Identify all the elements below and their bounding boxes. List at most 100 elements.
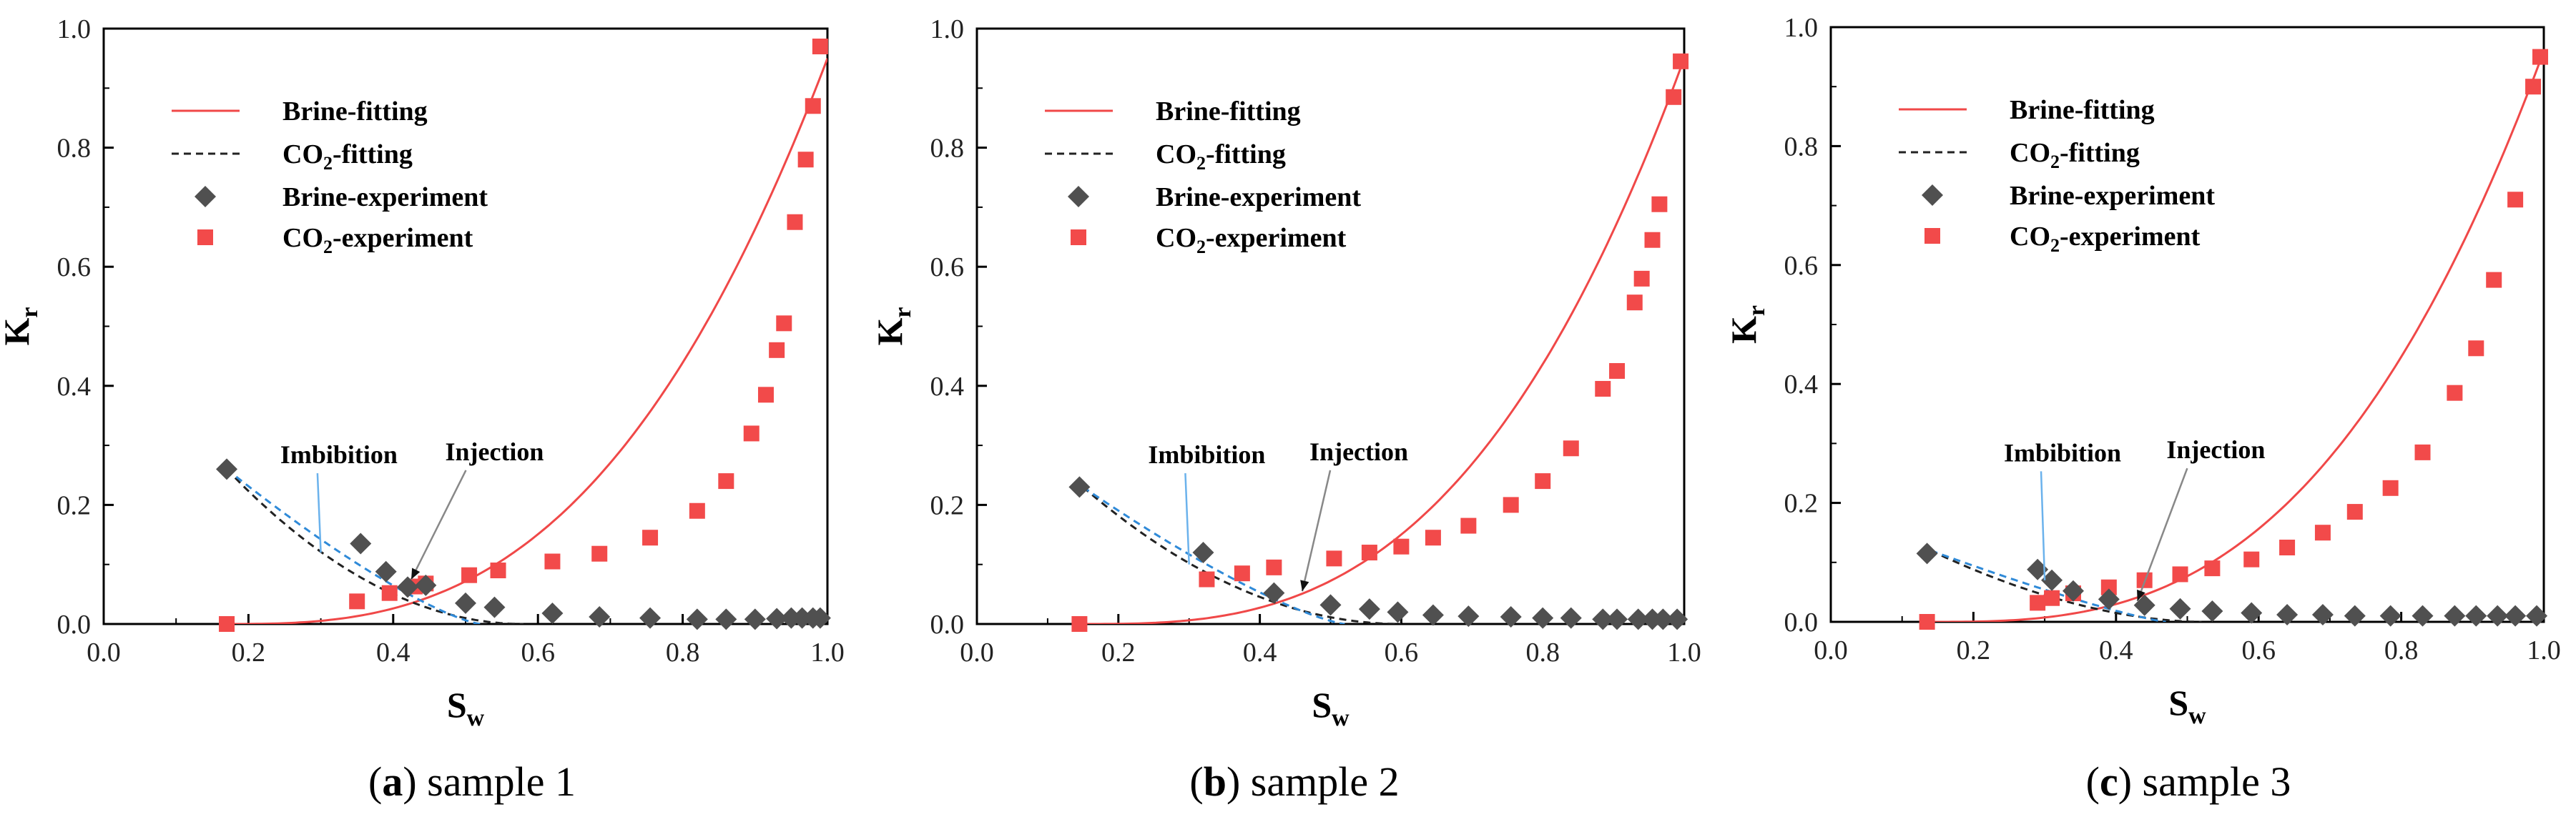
- co2-experiment-point: [2525, 79, 2542, 95]
- co2-experiment-point: [2382, 480, 2399, 496]
- y-tick-label: 0.6: [57, 252, 92, 282]
- legend-co2-fitting-suffix: -fitting: [2060, 138, 2140, 168]
- co2-experiment-point: [1393, 538, 1410, 555]
- injection-leader-line: [410, 470, 467, 580]
- legend-co2-fitting-sub: 2: [2050, 152, 2060, 172]
- brine-experiment-point: [1319, 594, 1342, 616]
- x-axis-title: Sw: [2168, 683, 2206, 729]
- legend-co2-fitting-prefix: CO: [1156, 139, 1196, 169]
- legend-co2-experiment-label: CO2-experiment: [2010, 222, 2201, 256]
- imbibition-leader-line: [316, 473, 322, 553]
- co2-experiment-point: [1199, 571, 1215, 588]
- y-tick-label: 0.4: [930, 372, 965, 402]
- x-tick-label: 0.6: [1385, 638, 1419, 668]
- brine-experiment-point: [2201, 600, 2223, 623]
- co2-experiment-point: [1651, 196, 1668, 212]
- y-axis-title-sub: r: [16, 307, 43, 318]
- co2-experiment-point: [1633, 270, 1650, 287]
- caption-open-paren: (: [368, 758, 382, 805]
- co2-experiment-point: [805, 98, 821, 114]
- caption-rest: ) sample 1: [403, 758, 576, 805]
- brine-experiment-point: [2487, 605, 2509, 627]
- imbibition-label: Imbibition: [280, 440, 398, 469]
- brine-experiment-point: [2098, 588, 2120, 610]
- panel-caption: (b) sample 2: [1189, 758, 1399, 805]
- brine-experiment-point: [639, 607, 662, 629]
- injection-leader-line: [1301, 470, 1332, 592]
- x-tick-label: 0.2: [232, 638, 266, 668]
- x-tick-label: 0.8: [666, 638, 700, 668]
- co2-experiment-point: [1666, 89, 1682, 105]
- co2-experiment-point: [2447, 385, 2463, 401]
- plot-frame: [975, 27, 1686, 625]
- x-tick-label: 0.0: [87, 638, 121, 668]
- y-tick-label: 1.0: [1784, 13, 1819, 43]
- legend-brine-fitting-label: Brine-fitting: [282, 96, 428, 127]
- injection-arrow-head: [411, 568, 421, 580]
- brine-experiment-point: [1068, 476, 1091, 498]
- y-tick-label: 0.2: [57, 490, 92, 520]
- x-axis-title-sub: w: [467, 705, 485, 731]
- legend-co2-fitting-label: CO2-fitting: [282, 139, 413, 174]
- co2-experiment-point: [787, 214, 803, 230]
- x-tick-label: 0.2: [1957, 635, 1991, 665]
- plot-frame: [1829, 26, 2545, 623]
- imbibition-curve: [1082, 486, 1345, 624]
- brine-experiment-point: [2444, 605, 2466, 627]
- brine-experiment-point: [2465, 605, 2487, 627]
- y-axis-title-sub: r: [890, 307, 916, 318]
- co2-fitting-curve: [1082, 486, 1402, 624]
- legend-co2-fitting-sub: 2: [1196, 153, 1206, 174]
- brine-experiment-point: [2311, 604, 2334, 626]
- legend-co2-experiment-marker: [1924, 228, 1940, 244]
- co2-experiment-point: [1326, 550, 1342, 567]
- co2-experiment-point: [461, 567, 478, 583]
- legend-co2-fitting-suffix: -fitting: [1206, 139, 1286, 169]
- brine-experiment-point: [415, 574, 437, 596]
- co2-experiment-point: [1609, 362, 1626, 379]
- co2-experiment-point: [2414, 444, 2431, 460]
- legend-co2-experiment-marker: [1071, 229, 1086, 245]
- x-tick-label: 0.0: [960, 638, 994, 668]
- brine-experiment-point: [2344, 605, 2366, 627]
- co2-experiment-point: [769, 342, 785, 358]
- co2-experiment-point: [2243, 551, 2260, 568]
- legend-co2-fitting-label: CO2-fitting: [2010, 138, 2140, 172]
- co2-experiment-point: [2030, 595, 2046, 611]
- brine-experiment-point: [2241, 602, 2263, 624]
- co2-experiment-point: [2486, 272, 2502, 288]
- co2-experiment-point: [1460, 517, 1477, 534]
- legend-co2-experiment-suffix: -experiment: [333, 223, 473, 253]
- y-tick-label: 1.0: [930, 14, 965, 44]
- imbibition-leader-line: [1184, 473, 1190, 565]
- x-tick-label: 0.4: [2099, 635, 2133, 665]
- imbibition-curve: [226, 468, 481, 624]
- panel-caption: (a) sample 1: [368, 758, 576, 805]
- co2-experiment-point: [1644, 232, 1661, 248]
- co2-experiment-point: [1595, 380, 1611, 397]
- y-axis-title-sub: r: [1744, 305, 1770, 316]
- co2-experiment-point: [1535, 473, 1551, 490]
- imbibition-leader-line: [2040, 471, 2046, 580]
- co2-experiment-point: [757, 387, 774, 403]
- legend-co2-fitting-sub: 2: [323, 153, 333, 174]
- brine-experiment-point: [1500, 606, 1522, 628]
- brine-experiment-point: [1627, 608, 1649, 630]
- legend-co2-experiment-label: CO2-experiment: [1156, 223, 1347, 257]
- caption-open-paren: (: [1189, 758, 1203, 805]
- x-tick-label: 0.8: [1525, 638, 1560, 668]
- co2-experiment-point: [381, 585, 398, 601]
- brine-experiment-point: [1532, 607, 1554, 629]
- x-tick-label: 0.0: [1814, 635, 1848, 665]
- y-tick-label: 0.2: [930, 490, 965, 520]
- x-tick-label: 1.0: [810, 638, 845, 668]
- brine-experiment-point: [2379, 605, 2402, 627]
- co2-fitting-curve: [225, 468, 523, 624]
- brine-experiment-point: [375, 560, 397, 583]
- x-axis-title: Sw: [447, 685, 485, 731]
- co2-experiment-point: [718, 473, 734, 490]
- co2-experiment-point: [2204, 560, 2221, 577]
- co2-experiment-point: [1425, 530, 1441, 546]
- legend-co2-experiment-sub: 2: [2050, 235, 2060, 256]
- co2-experiment-point: [1071, 616, 1088, 632]
